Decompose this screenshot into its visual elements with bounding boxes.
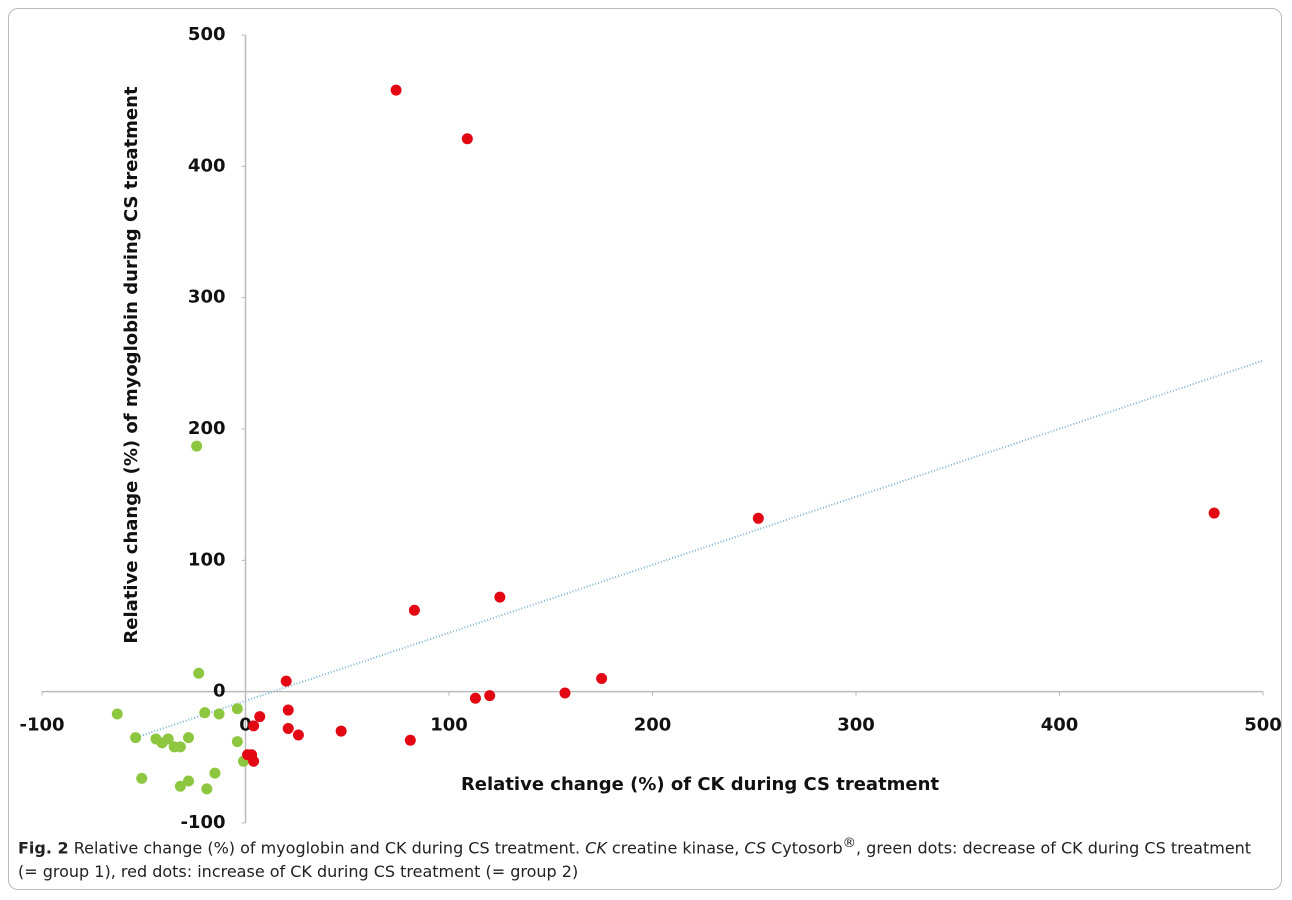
- caption-text: Cytosorb: [766, 838, 843, 858]
- caption-text: ®: [842, 836, 856, 851]
- data-point: [596, 673, 608, 685]
- data-point: [1208, 507, 1220, 519]
- data-point: [130, 732, 142, 744]
- x-tick-label: 300: [837, 715, 875, 736]
- caption-text: CS: [744, 838, 767, 858]
- data-point: [174, 780, 186, 792]
- y-tick-label: 500: [188, 24, 226, 45]
- data-point: [209, 767, 221, 779]
- data-point: [231, 703, 243, 715]
- y-tick-label: 100: [188, 549, 226, 570]
- data-point: [282, 704, 294, 716]
- chart: Relative change (%) of CK during CS trea…: [19, 24, 1282, 830]
- data-point: [199, 707, 211, 719]
- x-tick-label: 400: [1041, 715, 1079, 736]
- x-tick-label: -100: [19, 715, 64, 736]
- x-tick-label: 500: [1244, 715, 1282, 736]
- y-tick-label: 200: [188, 418, 226, 439]
- data-point: [183, 732, 195, 744]
- trendline: [131, 359, 1264, 740]
- figure-frame: [8, 8, 1282, 890]
- data-point: [484, 690, 496, 702]
- data-point: [469, 692, 481, 704]
- data-point: [248, 755, 260, 767]
- x-tick-label: 200: [634, 715, 672, 736]
- data-point: [162, 733, 174, 745]
- y-axis-title: Relative change (%) of myoglobin during …: [121, 86, 142, 644]
- data-point: [408, 604, 420, 616]
- y-tick-label: -100: [180, 812, 225, 830]
- data-point: [193, 667, 205, 679]
- data-point: [494, 591, 506, 603]
- data-point: [390, 84, 402, 96]
- data-point: [559, 687, 571, 699]
- caption-label: Fig. 2: [18, 838, 69, 858]
- data-point: [752, 512, 764, 524]
- x-tick-label: 100: [430, 715, 468, 736]
- data-point: [461, 133, 473, 145]
- data-point: [174, 741, 186, 753]
- data-point: [404, 734, 416, 746]
- x-axis-title: Relative change (%) of CK during CS trea…: [461, 774, 940, 795]
- data-point: [231, 736, 243, 748]
- caption-text: , green dots: decrease of CK during CS t…: [18, 838, 1252, 882]
- data-point: [292, 729, 304, 741]
- data-point: [191, 440, 203, 452]
- data-point: [335, 725, 347, 737]
- caption-text: creatine kinase,: [606, 838, 745, 858]
- data-point: [282, 722, 294, 734]
- data-point: [213, 708, 225, 720]
- data-point: [254, 711, 266, 723]
- caption: Fig. 2 Relative change (%) of myoglobin …: [18, 832, 1268, 884]
- y-tick-label: 400: [188, 155, 226, 176]
- y-tick-label: 0: [213, 681, 226, 702]
- data-point: [136, 772, 148, 784]
- data-point: [280, 675, 292, 687]
- data-point: [248, 720, 260, 732]
- y-tick-label: 300: [188, 287, 226, 308]
- caption-text: CK: [585, 838, 607, 858]
- caption-text: Relative change (%) of myoglobin and CK …: [68, 838, 586, 858]
- x-tick-label: 0: [239, 715, 252, 736]
- data-point: [183, 775, 195, 787]
- data-point: [201, 783, 213, 795]
- data-point: [111, 708, 123, 720]
